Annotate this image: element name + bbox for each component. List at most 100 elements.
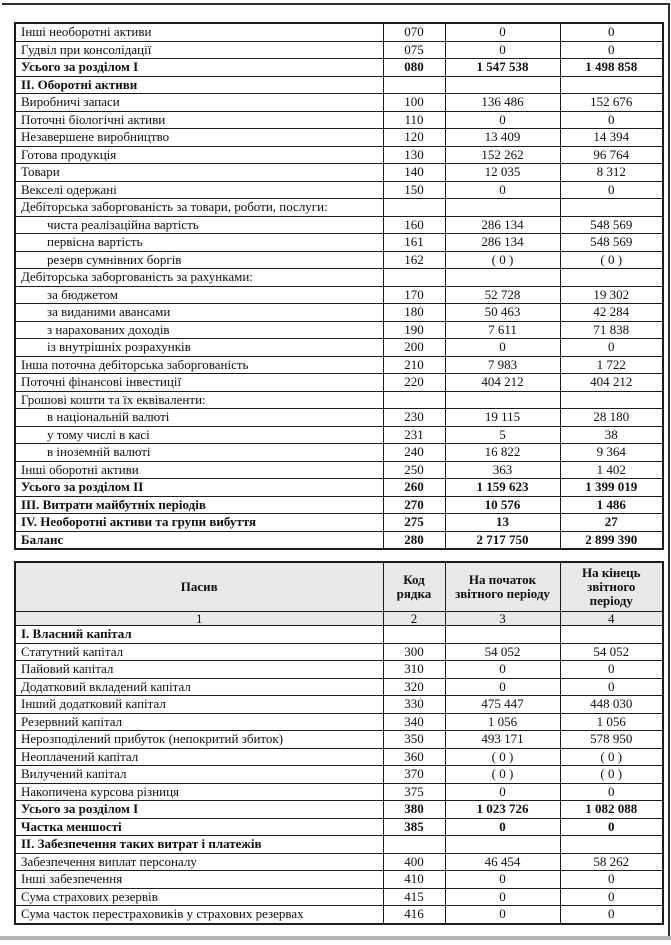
row-value-end-cell: 38 [559, 425, 664, 444]
table-row: Інші оборотні активи 250 363 1 402 [14, 460, 664, 479]
row-code-cell: 230 [382, 408, 446, 427]
column-number-3: 3 [444, 611, 561, 626]
table-row: Готова продукція 130 152 262 96 764 [14, 145, 664, 164]
row-value-start-cell: 7 983 [444, 355, 561, 374]
table-row: Усього за розділом I 080 1 547 538 1 498 85… [14, 58, 664, 77]
row-value-start-cell: 1 023 726 [444, 800, 561, 819]
row-value-end-cell: 0 [559, 338, 664, 357]
table-row: первісна вартість 161 286 134 548 569 [14, 233, 664, 252]
row-value-start-cell: 493 171 [444, 730, 561, 749]
row-label-cell: первісна вартість [14, 233, 384, 252]
row-code-cell: 415 [382, 887, 446, 906]
row-label-cell: Забезпечення виплат персоналу [14, 852, 384, 871]
table-row: Неоплачений капітал 360( 0 )( 0 ) [14, 747, 664, 766]
row-value-end-cell: 14 394 [559, 128, 664, 147]
row-value-end-cell: 9 364 [559, 443, 664, 462]
row-value-start-cell: 0 [444, 40, 561, 59]
row-code-cell: 350 [382, 730, 446, 749]
row-value-start-cell: 5 [444, 425, 561, 444]
row-label-cell: Поточні фінансові інвестиції [14, 373, 384, 392]
row-value-start-cell: 0 [444, 817, 561, 836]
row-code-cell: 070 [382, 22, 446, 42]
row-value-start-cell: 7 611 [444, 320, 561, 339]
row-value-start-cell: ( 0 ) [444, 765, 561, 784]
row-value-start-cell: 13 409 [444, 128, 561, 147]
column-numbering-row: 1 2 3 4 [14, 611, 664, 626]
table-row: Виробничі запаси 100 136 486 152 676 [14, 93, 664, 112]
row-value-end-cell: ( 0 ) [559, 747, 664, 766]
table-row: Усього за розділом II 260 1 159 623 1 399 0… [14, 478, 664, 497]
row-value-start-cell: 19 115 [444, 408, 561, 427]
row-value-end-cell: 71 838 [559, 320, 664, 339]
row-value-end-cell: 54 052 [559, 642, 664, 661]
row-value-start-cell: 1 547 538 [444, 58, 561, 77]
row-value-end-cell: 19 302 [559, 285, 664, 304]
row-value-start-cell: 1 159 623 [444, 478, 561, 497]
row-code-cell: 400 [382, 852, 446, 871]
table-row: Інші необоротні активи 070 0 0 [14, 22, 664, 42]
row-label-cell: II. Забезпечення таких витрат і платежів [14, 835, 384, 854]
row-label-cell: Дебіторська заборгованість за рахунками: [14, 268, 384, 287]
row-value-end-cell [559, 390, 664, 409]
row-label-cell: за бюджетом [14, 285, 384, 304]
row-value-end-cell: 96 764 [559, 145, 664, 164]
row-value-end-cell: 0 [559, 22, 664, 42]
row-value-end-cell: 27 [559, 513, 664, 532]
table-row: Забезпечення виплат персоналу 400 46 454 58… [14, 852, 664, 871]
row-code-cell: 410 [382, 870, 446, 889]
row-label-cell: Сума страхових резервів [14, 887, 384, 906]
table-row: Частка меншості 385 0 0 [14, 817, 664, 836]
row-label-cell: Пайовий капітал [14, 660, 384, 679]
row-code-cell [382, 75, 446, 94]
table-row: II. Оборотні активи [14, 75, 664, 94]
row-label-cell: Вилучений капітал [14, 765, 384, 784]
column-number-1: 1 [14, 611, 384, 626]
row-value-end-cell: 8 312 [559, 163, 664, 182]
table-row: Дебіторська заборгованість за рахунками: [14, 268, 664, 287]
table-row: у тому числі в касі 231 5 38 [14, 425, 664, 444]
row-code-cell: 270 [382, 495, 446, 514]
table-row: Інша поточна дебіторська заборгованість 2… [14, 355, 664, 374]
row-label-cell: Неоплачений капітал [14, 747, 384, 766]
row-label-cell: Готова продукція [14, 145, 384, 164]
table-row: III. Витрати майбутніх періодів 270 10 576… [14, 495, 664, 514]
row-value-end-cell: 404 212 [559, 373, 664, 392]
table-row: Інші забезпечення 410 0 0 [14, 870, 664, 889]
row-value-end-cell [559, 75, 664, 94]
table-row: Товари 140 12 035 8 312 [14, 163, 664, 182]
table-row: чиста реалізаційна вартість 160 286 134 548… [14, 215, 664, 234]
row-code-cell: 310 [382, 660, 446, 679]
row-value-end-cell: 0 [559, 180, 664, 199]
row-code-cell: 190 [382, 320, 446, 339]
row-label-cell: Гудвіл при консолідації [14, 40, 384, 59]
row-label-cell: із внутрішніх розрахунків [14, 338, 384, 357]
table-row: IV. Необоротні активи та групи вибуття 27… [14, 513, 664, 532]
row-value-end-cell: 0 [559, 817, 664, 836]
row-code-cell: 200 [382, 338, 446, 357]
row-code-cell: 320 [382, 677, 446, 696]
row-label-cell: Виробничі запаси [14, 93, 384, 112]
row-label-cell: Додатковий вкладений капітал [14, 677, 384, 696]
row-value-end-cell: 28 180 [559, 408, 664, 427]
row-label-cell: Векселі одержані [14, 180, 384, 199]
row-label-cell: Грошові кошти та їх еквіваленти: [14, 390, 384, 409]
table-row: Пайовий капітал 310 0 0 [14, 660, 664, 679]
table-row: Сума часток перестраховиків у страхових … [14, 905, 664, 924]
row-value-start-cell: 50 463 [444, 303, 561, 322]
row-value-end-cell: 1 399 019 [559, 478, 664, 497]
row-code-cell: 340 [382, 712, 446, 731]
table-row: Усього за розділом I 380 1 023 726 1 082 08… [14, 800, 664, 819]
row-code-cell: 260 [382, 478, 446, 497]
row-value-end-cell: 1 402 [559, 460, 664, 479]
row-code-cell: 300 [382, 642, 446, 661]
table-row: в іноземній валюті 240 16 822 9 364 [14, 443, 664, 462]
row-label-cell: Інші необоротні активи [14, 22, 384, 42]
row-value-start-cell [444, 75, 561, 94]
table-row: з нарахованих доходів 190 7 611 71 838 [14, 320, 664, 339]
column-header-period-end: На кінець звітного періоду [559, 561, 664, 612]
table-row: Поточні фінансові інвестиції 220 404 212 40… [14, 373, 664, 392]
row-value-start-cell: 46 454 [444, 852, 561, 871]
column-header-period-start: На початок звітного періоду [444, 561, 561, 612]
column-header-pasiv: Пасив [14, 561, 384, 612]
row-label-cell: Резервний капітал [14, 712, 384, 731]
